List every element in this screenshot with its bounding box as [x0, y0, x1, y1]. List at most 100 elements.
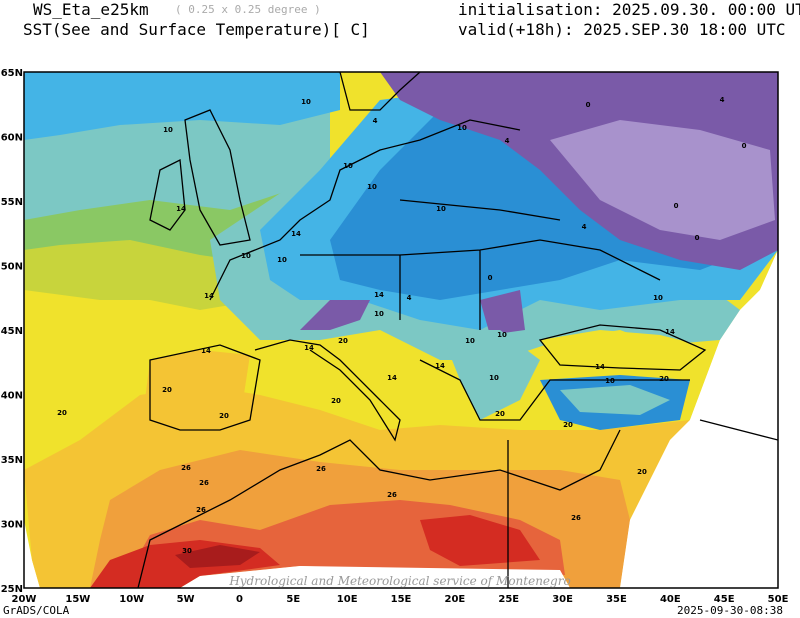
longitude-label: 25E	[498, 594, 519, 605]
longitude-label: 45E	[714, 594, 735, 605]
contour-label: 4	[505, 137, 510, 145]
contour-label: 0	[674, 202, 679, 210]
latitude-label: 60N	[1, 133, 23, 144]
contour-label: 26	[199, 479, 209, 487]
contour-label: 4	[582, 223, 587, 231]
contour-label: 10	[436, 205, 446, 213]
latitude-label: 40N	[1, 391, 23, 402]
longitude-label: 30E	[552, 594, 573, 605]
valid-time: valid(+18h): 2025.SEP.30 18:00 UTC	[458, 20, 786, 39]
longitude-label: 10E	[337, 594, 358, 605]
latitude-label: 45N	[1, 326, 23, 337]
latitude-label: 55N	[1, 197, 23, 208]
contour-label: 26	[571, 514, 581, 522]
sst-field	[24, 72, 778, 588]
contour-label: 14	[387, 374, 397, 382]
map-frame	[23, 71, 779, 589]
longitude-label: 50E	[768, 594, 789, 605]
contour-label: 14	[595, 363, 605, 371]
contour-label: 10	[497, 331, 507, 339]
contour-label: 10	[653, 294, 663, 302]
longitude-label: 5E	[286, 594, 300, 605]
contour-label: 4	[720, 96, 725, 104]
field-alps-purple	[300, 290, 525, 335]
longitude-label: 5W	[177, 594, 195, 605]
contour-label: 10	[301, 98, 311, 106]
contour-label: 10	[457, 124, 467, 132]
contour-label: 10	[277, 256, 287, 264]
contour-label: 20	[331, 397, 341, 405]
contour-label: 26	[387, 491, 397, 499]
latitude-label: 65N	[1, 68, 23, 79]
watermark: Hydrological and Meteorological service …	[228, 574, 570, 588]
contour-label: 4	[373, 117, 378, 125]
initialisation-time: initialisation: 2025.09.30. 00:00 UTC	[458, 0, 800, 19]
contour-label: 0	[586, 101, 591, 109]
longitude-label: 40E	[660, 594, 681, 605]
longitude-label: 10W	[119, 594, 144, 605]
contour-label: 20	[659, 375, 669, 383]
contour-label: 20	[219, 412, 229, 420]
contour-label: 20	[57, 409, 67, 417]
contour-label: 26	[316, 465, 326, 473]
field-dark-red	[175, 545, 260, 568]
field-light-blue-north	[24, 72, 340, 140]
field-anatolia-teal	[560, 385, 670, 415]
contour-label: 20	[338, 337, 348, 345]
contour-label: 14	[176, 205, 186, 213]
contour-label: 10	[605, 377, 615, 385]
longitude-label: 20W	[12, 594, 37, 605]
contour-label: 14	[435, 362, 445, 370]
latitude-label: 30N	[1, 520, 23, 531]
render-timestamp: 2025-09-30-08:38	[677, 604, 783, 617]
contour-label: 10	[374, 310, 384, 318]
contour-label: 14	[204, 292, 214, 300]
no-data-south	[180, 566, 570, 588]
contour-label: 10	[343, 162, 353, 170]
contour-label: 14	[304, 344, 314, 352]
field-balkans-teal	[440, 330, 540, 420]
coastlines	[137, 72, 778, 588]
latitude-label: 35N	[1, 455, 23, 466]
contour-label: 20	[563, 421, 573, 429]
field-black-sea	[540, 330, 700, 370]
longitude-labels: 20W 15W 10W 5W 0 5E 10E 15E 20E 25E 30E 35E 40E 45E 50…	[12, 594, 789, 605]
contour-label: 10	[241, 252, 251, 260]
variable-title: SST(See and Surface Temperature)[ C]	[23, 20, 370, 39]
contour-label: 10	[465, 337, 475, 345]
contour-label: 26	[196, 506, 206, 514]
software-credit: GrADS/COLA	[3, 604, 70, 617]
latitude-label: 25N	[1, 584, 23, 595]
longitude-label: 0	[236, 594, 243, 605]
contour-label: 10	[367, 183, 377, 191]
contour-label: 14	[201, 347, 211, 355]
contour-label: 10	[489, 374, 499, 382]
contour-label: 10	[163, 126, 173, 134]
field-red	[90, 515, 540, 588]
longitude-label: 35E	[606, 594, 627, 605]
contour-label: 26	[181, 464, 191, 472]
contour-label: 14	[665, 328, 675, 336]
no-data-east	[620, 250, 778, 588]
longitude-label: 20E	[445, 594, 466, 605]
latitude-labels: 65N 60N 55N 50N 45N 40N 35N 30N 25N	[1, 68, 23, 595]
resolution-label: ( 0.25 x 0.25 degree )	[175, 3, 321, 16]
field-iberia-gold	[145, 350, 250, 440]
longitude-label: 15W	[65, 594, 90, 605]
contour-label: 30	[182, 547, 192, 555]
field-light-purple	[550, 120, 775, 240]
contour-label: 20	[637, 468, 647, 476]
contour-label: 4	[407, 294, 412, 302]
longitude-label: 15E	[391, 594, 412, 605]
contour-label: 0	[488, 274, 493, 282]
contour-label: 0	[695, 234, 700, 242]
contour-label: 14	[291, 230, 301, 238]
contour-label: 20	[162, 386, 172, 394]
contour-label: 20	[495, 410, 505, 418]
latitude-label: 50N	[1, 262, 23, 273]
model-name: WS_Eta_e25km	[33, 0, 149, 19]
contour-label: 0	[742, 142, 747, 150]
contour-label: 14	[374, 291, 384, 299]
